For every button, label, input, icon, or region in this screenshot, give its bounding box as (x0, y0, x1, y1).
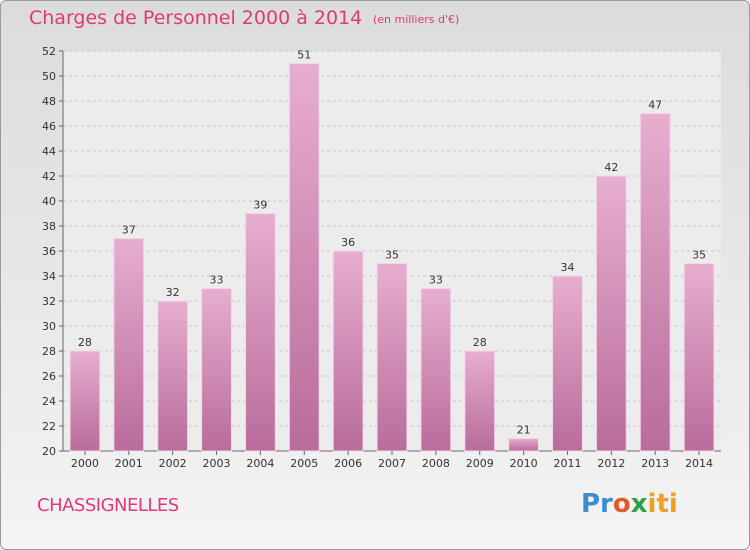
bar-value-label: 36 (341, 236, 355, 249)
bar (157, 300, 189, 452)
logo-part-2: o (612, 489, 631, 519)
bar-value-label: 33 (210, 274, 224, 287)
bar-value-label: 35 (385, 249, 399, 262)
bar (508, 438, 540, 452)
bar (464, 350, 496, 452)
bar-value-label: 37 (122, 224, 136, 237)
logo-part-4: iti (647, 489, 678, 519)
y-tick-label: 50 (42, 70, 56, 83)
bar-value-label: 28 (78, 336, 92, 349)
bar-value-label: 35 (692, 249, 706, 262)
bar (288, 63, 320, 452)
bar (595, 175, 627, 452)
bar (376, 263, 408, 452)
y-tick-label: 30 (42, 320, 56, 333)
y-tick-label: 20 (42, 445, 56, 458)
city-name: CHASSIGNELLES (37, 495, 179, 516)
y-tick-label: 42 (42, 170, 56, 183)
x-tick-label: 2005 (290, 457, 318, 470)
chart-subtitle: (en milliers d'€) (373, 13, 460, 26)
bar-value-label: 33 (429, 274, 443, 287)
bar (113, 238, 145, 452)
y-tick-label: 48 (42, 95, 56, 108)
x-tick-label: 2006 (334, 457, 362, 470)
y-tick-label: 32 (42, 295, 56, 308)
y-tick-label: 36 (42, 245, 56, 258)
y-tick-label: 38 (42, 220, 56, 233)
bar-value-label: 51 (297, 49, 311, 62)
logo-part-1: Pr (581, 489, 613, 519)
bar-value-label: 39 (253, 199, 267, 212)
y-tick-label: 24 (42, 395, 56, 408)
bar-value-label: 28 (473, 336, 487, 349)
bar-value-label: 47 (648, 99, 662, 112)
x-tick-label: 2012 (597, 457, 625, 470)
bar-value-label: 42 (604, 161, 618, 174)
y-tick-label: 28 (42, 345, 56, 358)
proxiti-logo[interactable]: Proxiti (581, 489, 678, 519)
bar-value-label: 34 (560, 261, 574, 274)
bar-value-label: 21 (517, 424, 531, 437)
bar (683, 263, 715, 452)
logo-part-3: x (630, 489, 648, 519)
y-tick-label: 34 (42, 270, 56, 283)
x-tick-label: 2008 (422, 457, 450, 470)
bar (420, 288, 452, 452)
bar-value-label: 32 (166, 286, 180, 299)
x-tick-label: 2011 (553, 457, 581, 470)
bar (552, 275, 583, 452)
chart-title: Charges de Personnel 2000 à 2014 (29, 7, 363, 29)
x-tick-label: 2010 (510, 457, 538, 470)
x-tick-label: 2003 (203, 457, 231, 470)
bar (332, 250, 364, 452)
x-tick-label: 2001 (115, 457, 143, 470)
x-tick-label: 2000 (71, 457, 99, 470)
y-tick-label: 26 (42, 370, 56, 383)
x-tick-label: 2004 (246, 457, 274, 470)
x-tick-label: 2002 (159, 457, 187, 470)
x-tick-label: 2013 (641, 457, 669, 470)
x-tick-label: 2014 (685, 457, 713, 470)
y-tick-label: 46 (42, 120, 56, 133)
bar (69, 350, 101, 452)
y-tick-label: 52 (42, 45, 56, 58)
y-tick-label: 22 (42, 420, 56, 433)
x-tick-label: 2009 (466, 457, 494, 470)
bar (201, 288, 232, 452)
y-tick-label: 44 (42, 145, 56, 158)
y-tick-label: 40 (42, 195, 56, 208)
x-tick-label: 2007 (378, 457, 406, 470)
bar (244, 213, 276, 452)
bar (639, 113, 671, 452)
